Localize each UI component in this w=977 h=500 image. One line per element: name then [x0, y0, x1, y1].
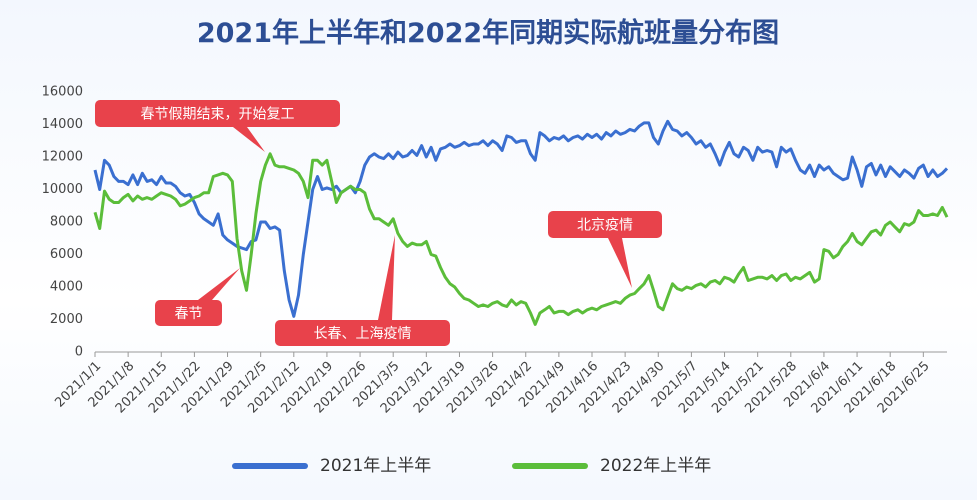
legend-label: 2021年上半年 [320, 456, 431, 476]
annotation-pointer [378, 235, 395, 320]
annotation-text: 长春、上海疫情 [314, 326, 412, 342]
chart-title: 2021年上半年和2022年同期实际航班量分布图 [197, 17, 779, 49]
annotation-text: 春节假期结束，开始复工 [141, 106, 295, 123]
annotation-box [155, 300, 222, 326]
annotation-text: 春节 [175, 306, 203, 322]
y-tick-label: 0 [75, 345, 83, 360]
annotation-pointer [198, 268, 240, 300]
annotation-box [95, 100, 340, 127]
y-tick-label: 6000 [50, 247, 83, 262]
annotation-box [548, 211, 662, 238]
y-tick-label: 4000 [50, 280, 83, 295]
y-tick-label: 16000 [42, 85, 83, 100]
legend-label: 2022年上半年 [600, 456, 711, 476]
y-tick-label: 12000 [42, 150, 83, 165]
annotation-box [275, 320, 450, 346]
y-tick-label: 8000 [50, 215, 83, 230]
annotation-text: 北京疫情 [577, 218, 633, 234]
y-tick-label: 14000 [42, 117, 83, 132]
annotation-pointer [608, 238, 632, 288]
y-tick-label: 2000 [50, 312, 83, 327]
series-line [93, 152, 949, 326]
annotation-pointer [233, 127, 265, 152]
y-tick-label: 10000 [42, 182, 83, 197]
